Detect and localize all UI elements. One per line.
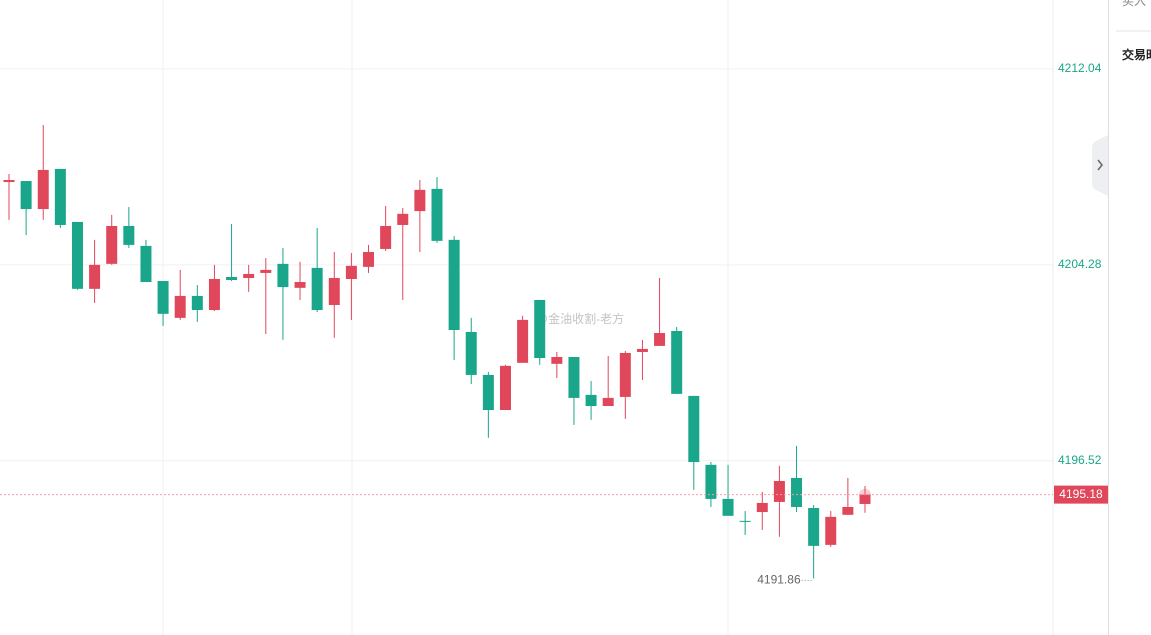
candle-body xyxy=(585,394,597,406)
candle-body xyxy=(174,295,186,318)
price-tag xyxy=(1054,485,1108,504)
candle-body xyxy=(859,494,871,504)
candle-body xyxy=(551,357,563,364)
candle-body xyxy=(431,188,443,241)
candle-body xyxy=(37,169,49,210)
candle-body xyxy=(54,168,66,225)
pulse-dot xyxy=(859,488,871,501)
candle-body xyxy=(157,281,169,314)
candle-body xyxy=(568,357,580,398)
candle-body xyxy=(106,225,118,264)
collapse-tab[interactable] xyxy=(1092,135,1108,196)
candle-body xyxy=(654,333,666,346)
candle-body xyxy=(791,477,803,507)
candle-body xyxy=(363,251,375,267)
watermark: @金油收割-老方 xyxy=(536,311,624,326)
candle-body xyxy=(140,245,152,283)
low-label: 4191.86 xyxy=(757,573,801,587)
candle-body xyxy=(808,508,820,546)
candle-body xyxy=(688,395,700,463)
candle-body xyxy=(722,498,734,516)
chevron xyxy=(1097,159,1103,171)
candle-body xyxy=(602,397,614,406)
sidebar-item[interactable]: 交易时 xyxy=(1122,47,1151,62)
candle-body xyxy=(739,520,751,522)
candle-body xyxy=(311,267,323,311)
candle-body xyxy=(499,365,511,411)
candle-body xyxy=(328,277,340,306)
candle-body xyxy=(671,331,683,394)
candle-body xyxy=(123,225,135,245)
y-tick-label: 4196.52 xyxy=(1058,453,1102,467)
candle-body xyxy=(825,516,837,545)
price-label: 4195.18 xyxy=(1059,487,1103,501)
candle-body xyxy=(380,225,392,249)
candle-body xyxy=(3,180,15,183)
candle-body xyxy=(842,506,854,515)
candle-body xyxy=(756,502,768,513)
candle-body xyxy=(294,282,306,288)
candle-body xyxy=(226,276,238,281)
candle-body xyxy=(619,352,631,397)
candle-body xyxy=(465,332,477,375)
candle-body xyxy=(208,278,220,311)
y-tick-label: 4204.28 xyxy=(1058,257,1102,271)
candle-body xyxy=(191,295,203,311)
candle-body xyxy=(534,299,546,359)
y-tick-label: 4212.04 xyxy=(1058,61,1102,75)
candle-body xyxy=(260,269,272,273)
candle-body xyxy=(89,264,101,289)
candle-body xyxy=(243,273,255,278)
candle-body xyxy=(517,319,529,363)
candle-body xyxy=(397,213,409,225)
candle-body xyxy=(773,480,785,502)
candle-body xyxy=(482,374,494,411)
candle-body xyxy=(71,221,83,289)
sidebar-item[interactable]: 买入 xyxy=(1122,0,1146,8)
candle-body xyxy=(345,265,357,279)
candle-body xyxy=(448,239,460,330)
candle-body xyxy=(414,189,426,212)
candle-body xyxy=(705,464,717,499)
candle-body xyxy=(20,181,32,210)
candle-body xyxy=(277,263,289,288)
candle-body xyxy=(636,348,648,352)
